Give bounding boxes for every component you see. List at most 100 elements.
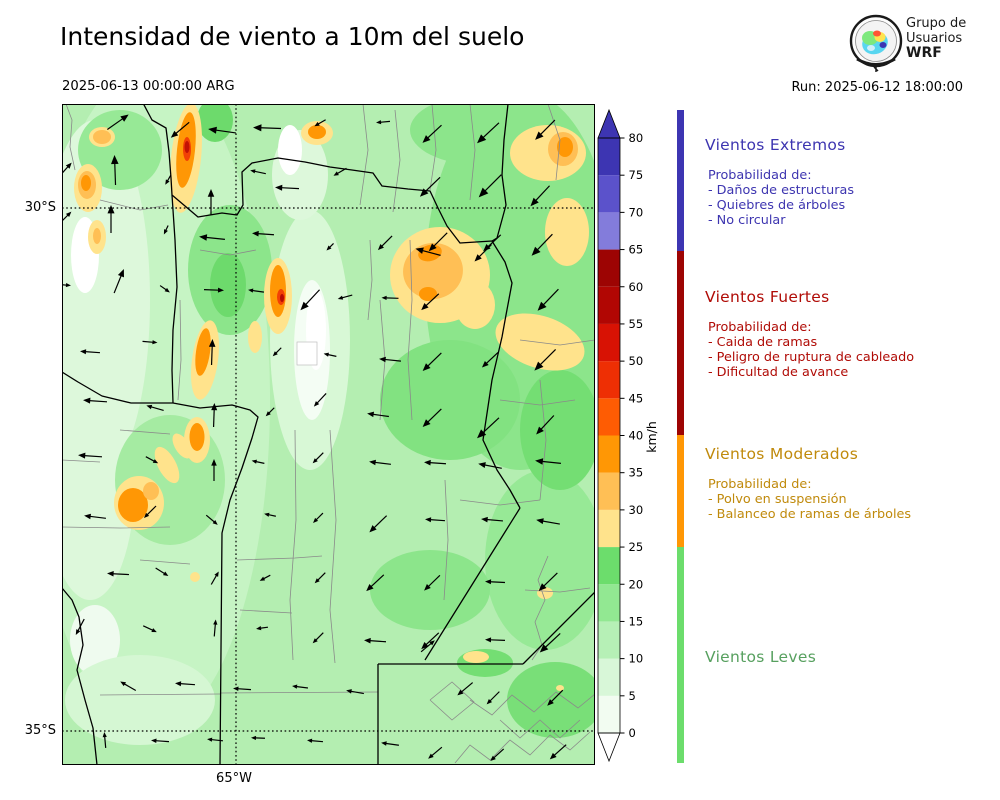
wind-arrow: [264, 512, 276, 517]
colorbar-tick-label: 80: [629, 131, 644, 145]
wind-arrow: [337, 294, 353, 300]
wind-arrow: [536, 518, 560, 525]
wind-arrow: [381, 295, 399, 301]
wind-arrow: [367, 411, 389, 418]
wind-arrow: [210, 571, 219, 585]
wind-arrow: [155, 567, 169, 576]
legend-section-items: - Caida de ramas - Peligro de ruptura de …: [708, 335, 995, 381]
colorbar-tick-label: 15: [629, 614, 644, 628]
legend-section-title: Vientos Moderados: [705, 445, 859, 463]
colorbar-unit-label: km/h: [644, 421, 659, 453]
wrf-users-group-logo: Grupo de Usuarios WRF: [849, 12, 1000, 74]
legend-strip-segment: [677, 110, 684, 251]
wind-arrow: [485, 637, 506, 643]
wind-arrow: [199, 234, 225, 241]
wind-speed-colorbar: 0 5 10 15 20 25 30 35 40 45 50 55 60 65 70 75 80 km/h: [597, 108, 659, 763]
wind-arrow: [419, 176, 441, 197]
wind-arrow: [483, 234, 502, 252]
colorbar-tick-label: 50: [629, 354, 644, 368]
lat-tick-label: 35°S: [24, 723, 56, 738]
colorbar-tick-label: 55: [629, 317, 644, 331]
logo-text: Grupo de Usuarios WRF: [906, 16, 966, 61]
wind-arrow: [205, 514, 218, 525]
wind-arrow: [213, 619, 218, 637]
wind-arrow: [333, 167, 347, 176]
wind-arrow: [547, 689, 564, 706]
wind-arrows-layer: [62, 114, 567, 762]
wind-arrow: [539, 633, 561, 653]
wind-arrow: [313, 512, 324, 523]
wind-arrow: [208, 126, 236, 134]
legend-item: - Polvo en suspensión: [708, 492, 847, 507]
lon-tick-label: 65°W: [216, 771, 252, 786]
legend-section-subtitle: Probabilidad de:: [708, 168, 812, 183]
wind-arrow: [272, 347, 282, 357]
colorbar-tick-label: 30: [629, 503, 644, 517]
wind-arrow: [233, 686, 252, 692]
wind-arrow: [107, 205, 115, 233]
legend-item: - Peligro de ruptura de cableado: [708, 350, 915, 366]
colorbar-tick-label: 10: [629, 652, 644, 666]
legend-section-fuertes: Vientos Fuertes Probabilidad de: - Caida d…: [705, 288, 995, 381]
logo-line1: Grupo de: [906, 16, 967, 31]
wind-arrow: [369, 515, 388, 533]
wind-arrow: [377, 235, 393, 251]
wind-arrow: [477, 417, 500, 439]
wind-arrow: [481, 516, 504, 523]
wind-arrow: [312, 632, 324, 644]
wind-arrow: [211, 459, 217, 481]
wind-arrow: [381, 741, 399, 746]
wind-arrow: [80, 349, 101, 355]
wind-arrow: [313, 393, 327, 407]
wind-arrow: [534, 348, 557, 371]
wind-arrow: [549, 744, 567, 760]
wind-arrow: [265, 407, 275, 417]
wind-arrow: [251, 459, 265, 464]
legend-item: - Quiebres de árboles: [708, 198, 846, 214]
run-time-label: Run: 2025-06-12 18:00:00: [791, 80, 963, 95]
wind-arrow: [300, 289, 320, 311]
wind-arrow: [146, 404, 164, 412]
wind-arrow: [538, 572, 558, 592]
wind-arrow: [536, 415, 555, 435]
wind-arrow: [78, 452, 103, 459]
wind-arrow: [84, 513, 106, 520]
legend-category-strip: [677, 0, 684, 800]
wind-arrow: [424, 459, 447, 466]
wind-arrow: [366, 574, 385, 592]
wind-arrow: [485, 579, 506, 585]
legend-section-leves: Vientos Leves: [705, 648, 995, 666]
colorbar-tick-label: 35: [629, 466, 644, 480]
wind-arrow: [170, 121, 190, 138]
wind-arrow: [111, 155, 119, 186]
wind-arrow: [248, 288, 265, 293]
map-layers: [62, 104, 595, 765]
wind-arrow: [142, 625, 157, 633]
page-title: Intensidad de viento a 10m del suelo: [60, 22, 525, 51]
wind-arrow: [457, 682, 474, 696]
legend-item: - Daños de estructuras: [708, 183, 854, 198]
wind-arrow: [151, 738, 170, 744]
colorbar-tick-label: 60: [629, 280, 644, 294]
legend-item: - Caida de ramas: [708, 335, 818, 350]
colorbar-tick-label: 70: [629, 205, 644, 219]
legend-section-extremos: Vientos Extremos Probabilidad de: - Daños …: [705, 136, 995, 229]
wind-arrow: [535, 119, 556, 140]
valid-time-label: 2025-06-13 00:00:00 ARG: [62, 79, 235, 94]
wind-arrow: [474, 244, 492, 262]
wind-arrow: [62, 162, 72, 178]
wind-arrow: [107, 114, 129, 130]
wind-arrow: [159, 285, 170, 293]
wind-arrow: [250, 169, 266, 175]
wind-arrow: [175, 681, 196, 687]
department-boundaries: [62, 104, 595, 764]
legend-section-items: - Polvo en suspensión - Balanceo de ramas…: [708, 492, 995, 522]
wind-arrow: [252, 230, 275, 237]
wind-arrow: [537, 288, 559, 311]
wind-arrow: [531, 233, 553, 256]
wind-arrow: [422, 124, 442, 143]
wind-arrow: [314, 119, 326, 127]
wind-arrow: [211, 403, 218, 428]
legend-section-subtitle: Probabilidad de:: [708, 477, 812, 492]
